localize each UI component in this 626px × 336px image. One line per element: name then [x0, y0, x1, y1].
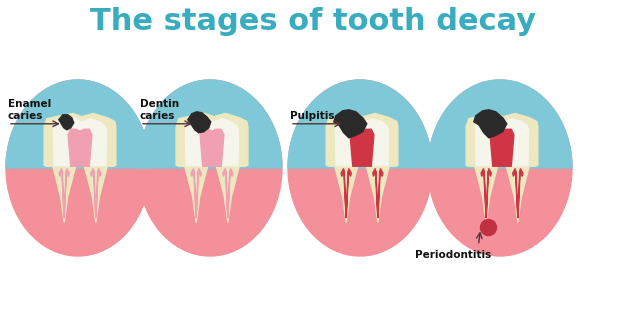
Polygon shape: [68, 129, 92, 166]
Text: Dentin
caries: Dentin caries: [140, 99, 179, 121]
Polygon shape: [59, 168, 69, 218]
Ellipse shape: [288, 80, 432, 256]
Polygon shape: [59, 115, 74, 130]
Polygon shape: [341, 168, 351, 218]
Polygon shape: [85, 166, 108, 222]
Polygon shape: [91, 168, 101, 218]
Text: Enamel
caries: Enamel caries: [8, 99, 51, 121]
Polygon shape: [513, 168, 523, 218]
Polygon shape: [53, 166, 76, 222]
Ellipse shape: [428, 80, 572, 256]
Circle shape: [481, 219, 496, 236]
Polygon shape: [288, 80, 432, 168]
Polygon shape: [466, 114, 538, 166]
Polygon shape: [53, 117, 106, 166]
Polygon shape: [336, 117, 389, 166]
Polygon shape: [481, 168, 491, 218]
Polygon shape: [185, 166, 208, 222]
Polygon shape: [326, 114, 398, 166]
Polygon shape: [474, 110, 507, 138]
Polygon shape: [476, 117, 528, 166]
Polygon shape: [185, 117, 239, 166]
Polygon shape: [372, 168, 383, 218]
Polygon shape: [475, 166, 498, 222]
Polygon shape: [366, 166, 389, 222]
Polygon shape: [191, 168, 201, 218]
Text: Pulpitis: Pulpitis: [290, 111, 334, 121]
Text: Periodontitis: Periodontitis: [415, 250, 491, 259]
Polygon shape: [217, 166, 239, 222]
Polygon shape: [176, 114, 248, 166]
Polygon shape: [188, 112, 211, 133]
Polygon shape: [490, 129, 514, 166]
Polygon shape: [350, 129, 374, 166]
Polygon shape: [200, 129, 224, 166]
Polygon shape: [6, 80, 150, 168]
Polygon shape: [335, 166, 357, 222]
Polygon shape: [506, 166, 530, 222]
Polygon shape: [138, 80, 282, 168]
Polygon shape: [428, 80, 572, 168]
Polygon shape: [223, 168, 233, 218]
Ellipse shape: [6, 80, 150, 256]
Polygon shape: [44, 114, 116, 166]
Ellipse shape: [138, 80, 282, 256]
Text: The stages of tooth decay: The stages of tooth decay: [90, 7, 536, 37]
Polygon shape: [334, 110, 367, 138]
